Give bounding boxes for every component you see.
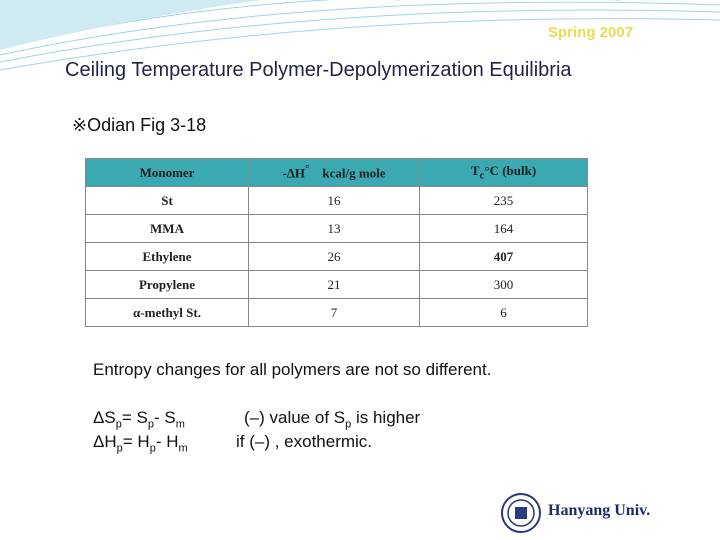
header-text: T xyxy=(470,163,480,179)
table-cell: 6 xyxy=(419,298,588,327)
table-cell: 21 xyxy=(248,270,420,299)
comment: (–) value of Sp is higher xyxy=(244,408,420,430)
table-cell: 26 xyxy=(248,242,420,271)
header-cell: Monomer xyxy=(85,158,249,187)
comment-text: is higher xyxy=(351,408,421,427)
table-row: Ethylene 26 407 xyxy=(85,242,588,271)
table-row: α-methyl St. 7 6 xyxy=(85,298,588,327)
table-cell: St xyxy=(85,186,249,215)
comment-text: p xyxy=(345,418,352,431)
table-cell: Ethylene xyxy=(85,242,249,271)
note: Entropy changes for all polymers are not… xyxy=(93,360,492,379)
equation: ΔHp= Hp- Hm xyxy=(93,432,188,454)
equation: ΔSp= Sp- Sm xyxy=(93,408,185,430)
table-cell: α-methyl St. xyxy=(85,298,249,327)
table-cell: 300 xyxy=(419,270,588,299)
eq-text: ΔS xyxy=(93,408,116,427)
header-text: ° xyxy=(305,163,310,176)
table-cell: 13 xyxy=(248,214,420,243)
footer: Hanyang Univ. xyxy=(548,502,651,519)
table-row: St 16 235 xyxy=(85,186,588,215)
eq-text: ΔH xyxy=(93,432,117,451)
table-cell: 407 xyxy=(419,242,588,271)
header-text: c xyxy=(479,169,485,182)
header-cell: Tc°C (bulk) xyxy=(419,158,588,187)
table-cell: 16 xyxy=(248,186,420,215)
eq-text: p xyxy=(116,442,123,455)
subtitle: ※Odian Fig 3-18 xyxy=(72,115,207,135)
eq-text: m xyxy=(178,442,188,455)
data-table: Monomer -ΔH° kcal/g mole Tc°C (bulk) St 1… xyxy=(85,158,588,327)
eq-text: p xyxy=(149,442,156,455)
table-cell: 7 xyxy=(248,298,420,327)
eq-text: = S xyxy=(121,408,148,427)
table-row: Propylene 21 300 xyxy=(85,270,588,299)
logo xyxy=(501,493,541,533)
eq-text: p xyxy=(115,418,122,431)
comment: if (–) , exothermic. xyxy=(236,432,373,451)
table-cell: 235 xyxy=(419,186,588,215)
header-text: kcal/g mole xyxy=(322,165,386,181)
decoration xyxy=(0,0,720,71)
header-text: °C (bulk) xyxy=(484,163,537,179)
eq-text: = H xyxy=(122,432,150,451)
eq-text: - S xyxy=(153,408,176,427)
table-cell: MMA xyxy=(85,214,249,243)
header-cell: -ΔH° kcal/g mole xyxy=(248,158,420,187)
header-row: Monomer -ΔH° kcal/g mole Tc°C (bulk) xyxy=(85,158,588,187)
eq-text: - H xyxy=(155,432,179,451)
table-cell: 164 xyxy=(419,214,588,243)
eq-text: p xyxy=(147,418,154,431)
slide-title: Ceiling Temperature Polymer-Depolymeriza… xyxy=(65,59,572,81)
header-text: -ΔH xyxy=(282,165,306,181)
table-body: St 16 235 MMA 13 164 Ethylene 26 407 Propylene 21 3… xyxy=(85,186,588,327)
comment-text: (–) value of S xyxy=(244,408,346,427)
table-row: MMA 13 164 xyxy=(85,214,588,243)
eq-text: m xyxy=(175,418,185,431)
table-cell: Propylene xyxy=(85,270,249,299)
badge: Spring 2007 xyxy=(548,24,634,41)
